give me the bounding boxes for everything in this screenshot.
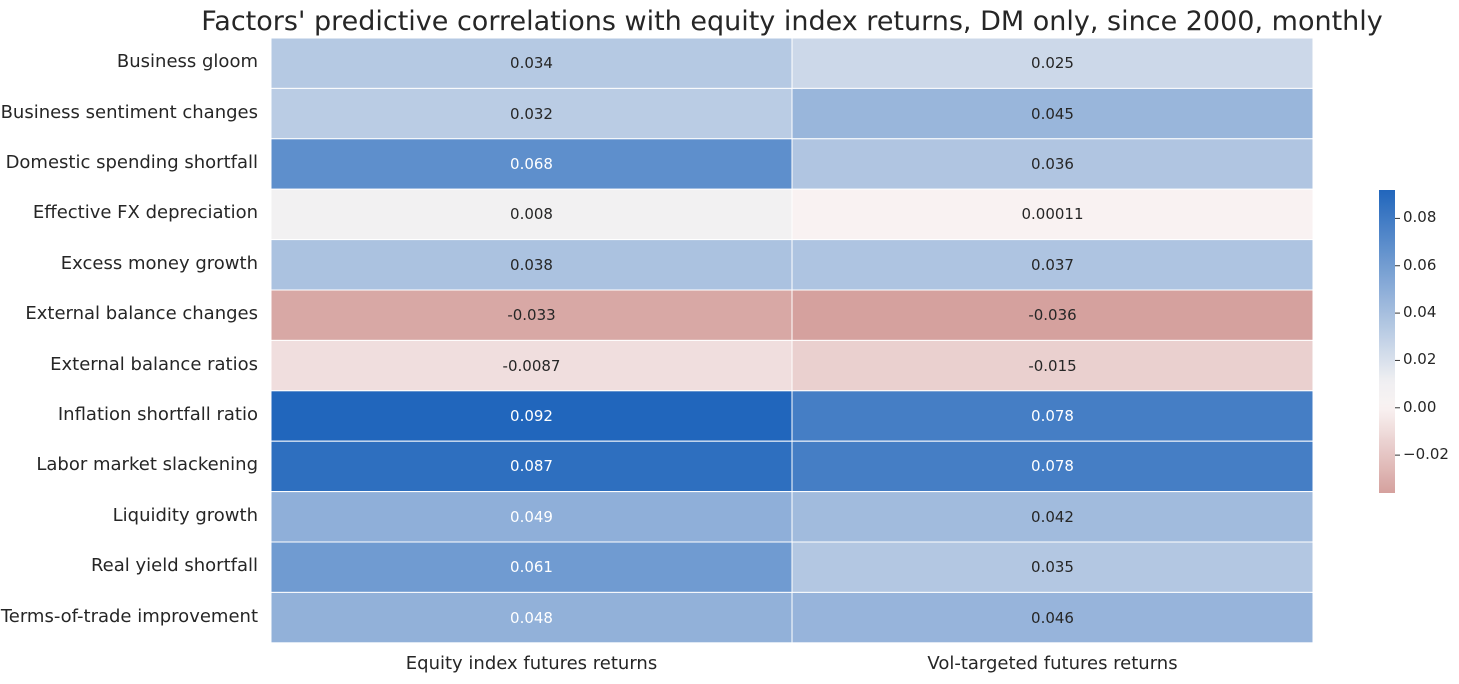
row-label: Labor market slackening xyxy=(36,454,258,476)
column-label: Vol-targeted futures returns xyxy=(927,652,1178,674)
colorbar-tick-label: 0.04 xyxy=(1403,303,1437,322)
heatmap-cell xyxy=(270,591,793,644)
heatmap-cell xyxy=(791,591,1314,644)
colorbar-tick-label: 0.00 xyxy=(1403,397,1437,416)
heatmap-cell xyxy=(270,339,793,392)
cell-value-label: 0.048 xyxy=(510,608,553,627)
row-label: Terms-of-trade improvement xyxy=(0,605,258,627)
cell-value-label: 0.034 xyxy=(510,54,553,73)
heatmap-cell xyxy=(791,37,1314,89)
row-label: Excess money growth xyxy=(60,252,258,274)
heatmap-cell xyxy=(791,239,1314,291)
cell-value-label: 0.046 xyxy=(1031,608,1074,627)
cell-value-label: -0.0087 xyxy=(502,356,561,375)
cell-value-label: 0.078 xyxy=(1031,457,1074,476)
row-label: Liquidity growth xyxy=(112,504,258,526)
heatmap-cell xyxy=(270,239,793,291)
colorbar-tick-label: 0.06 xyxy=(1403,255,1437,274)
heatmap-cell xyxy=(270,440,793,493)
heatmap-cell xyxy=(791,491,1314,543)
cell-value-label: 0.035 xyxy=(1031,558,1074,577)
colorbar-tick-label: −0.02 xyxy=(1403,445,1449,464)
column-label: Equity index futures returns xyxy=(405,652,658,674)
cell-value-label: 0.068 xyxy=(510,155,553,173)
cell-value-label: 0.032 xyxy=(510,104,553,123)
row-label: Domestic spending shortfall xyxy=(5,152,258,173)
cell-value-label: 0.049 xyxy=(510,507,553,526)
heatmap-cell xyxy=(791,87,1314,140)
cell-value-label: -0.033 xyxy=(507,306,556,325)
row-label: Inflation shortfall ratio xyxy=(57,404,258,425)
cell-value-label: 0.037 xyxy=(1031,255,1074,274)
colorbar xyxy=(1379,190,1395,493)
cell-value-label: 0.042 xyxy=(1031,507,1074,526)
cell-value-label: 0.038 xyxy=(510,255,553,274)
heatmap-cell xyxy=(270,87,793,140)
row-label: External balance changes xyxy=(25,303,258,325)
heatmap-cell xyxy=(791,339,1314,392)
heatmap-cell xyxy=(270,491,793,543)
cell-value-label: 0.008 xyxy=(510,205,553,224)
row-label: External balance ratios xyxy=(50,353,258,375)
chart-title: Factors' predictive correlations with eq… xyxy=(201,6,1383,37)
cell-value-label: 0.061 xyxy=(510,558,553,577)
row-label: Business sentiment changes xyxy=(0,101,258,123)
heatmap-cell xyxy=(270,390,793,442)
heatmap-cell xyxy=(270,541,793,593)
heatmap-cell xyxy=(791,390,1314,442)
cell-value-label: 0.00011 xyxy=(1021,205,1084,224)
row-label: Real yield shortfall xyxy=(90,555,258,577)
cell-value-label: 0.078 xyxy=(1031,407,1074,425)
cell-value-label: 0.092 xyxy=(510,407,553,425)
cell-value-label: 0.087 xyxy=(510,457,553,476)
colorbar-tick-label: 0.08 xyxy=(1403,208,1437,227)
cell-value-label: 0.045 xyxy=(1031,104,1074,123)
heatmap-cell xyxy=(270,188,793,241)
row-label: Effective FX depreciation xyxy=(32,202,258,224)
cell-value-label: -0.036 xyxy=(1028,306,1077,325)
cell-value-label: 0.036 xyxy=(1031,155,1074,173)
cell-value-label: 0.025 xyxy=(1031,54,1074,73)
row-label: Business gloom xyxy=(116,51,258,73)
heatmap-cell xyxy=(791,440,1314,493)
heatmap-cell xyxy=(791,289,1314,341)
heatmap-cell xyxy=(270,37,793,89)
colorbar-tick-label: 0.02 xyxy=(1403,350,1437,369)
heatmap-cell xyxy=(791,188,1314,241)
heatmap-cell xyxy=(791,541,1314,593)
cell-value-label: -0.015 xyxy=(1028,356,1077,375)
